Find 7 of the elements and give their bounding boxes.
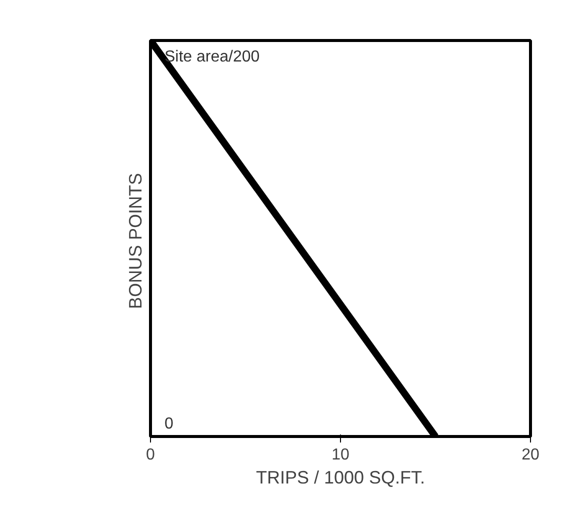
annotation: 0 xyxy=(164,416,174,432)
annotation: Site area/200 xyxy=(164,48,260,66)
x-axis-title: TRIPS / 1000 SQ.FT. xyxy=(256,468,426,488)
y-axis-title: BONUS POINTS xyxy=(126,172,146,310)
x-tick-label: 10 xyxy=(332,446,350,464)
x-tick-label: 0 xyxy=(146,446,156,464)
x-tick-label: 20 xyxy=(522,446,540,464)
